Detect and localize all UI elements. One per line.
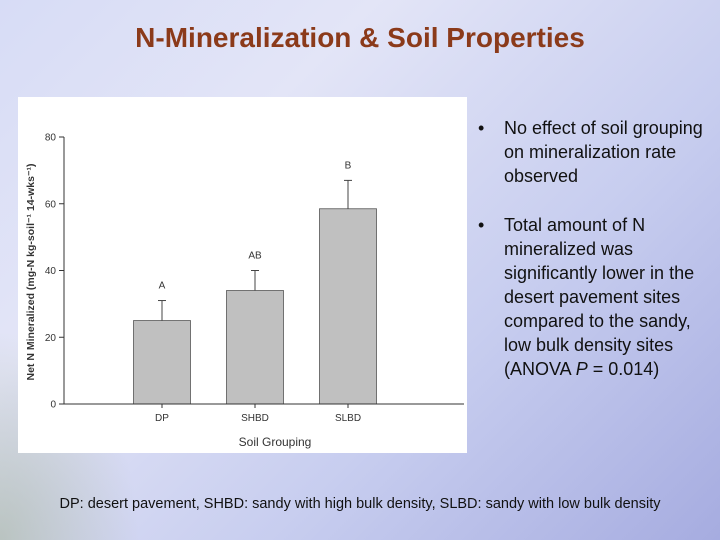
bullet-item: • Total amount of N mineralized was sign… (476, 213, 706, 381)
chart-panel: A AB B 0 20 40 60 80 DP SHBD SLBD Soil Grouping … (18, 97, 467, 453)
chart-x-axis-title: Soil Grouping (239, 435, 312, 449)
chart-bar (133, 320, 191, 405)
chart-y-tick-label: 20 (45, 333, 57, 344)
chart-y-axis-title: Net N Mineralized (mg-N kg-soil⁻¹ 14-wks… (25, 163, 37, 380)
chart-y-tick-label: 80 (45, 133, 57, 144)
chart-significance-letter: A (159, 281, 166, 292)
bullet-text: Total amount of N mineralized was signif… (504, 215, 695, 379)
bullet-text: No effect of soil grouping on mineraliza… (504, 118, 703, 186)
bullet-marker: • (478, 118, 485, 138)
chart-x-tick-label: SLBD (335, 413, 361, 424)
chart-significance-letter: B (345, 160, 352, 171)
bullet-text-tail: = 0.014) (587, 359, 660, 379)
chart-significance-letter: AB (248, 251, 262, 262)
chart-y-tick-label: 0 (50, 400, 56, 411)
chart-x-tick-label: DP (155, 413, 169, 424)
bullet-item: • No effect of soil grouping on minerali… (476, 116, 706, 188)
chart-x-tick-label: SHBD (241, 413, 269, 424)
chart-bar (319, 208, 377, 405)
chart-y-tick-label: 60 (45, 199, 57, 210)
chart-y-tick-label: 40 (45, 266, 57, 277)
slide-title: N-Mineralization & Soil Properties (135, 22, 585, 53)
footnote: DP: desert pavement, SHBD: sandy with hi… (59, 496, 661, 512)
bullet-text-italic: P (575, 359, 588, 379)
bullet-marker: • (478, 215, 485, 235)
bullet-list: • No effect of soil grouping on minerali… (476, 116, 706, 406)
chart-bar (226, 290, 284, 405)
